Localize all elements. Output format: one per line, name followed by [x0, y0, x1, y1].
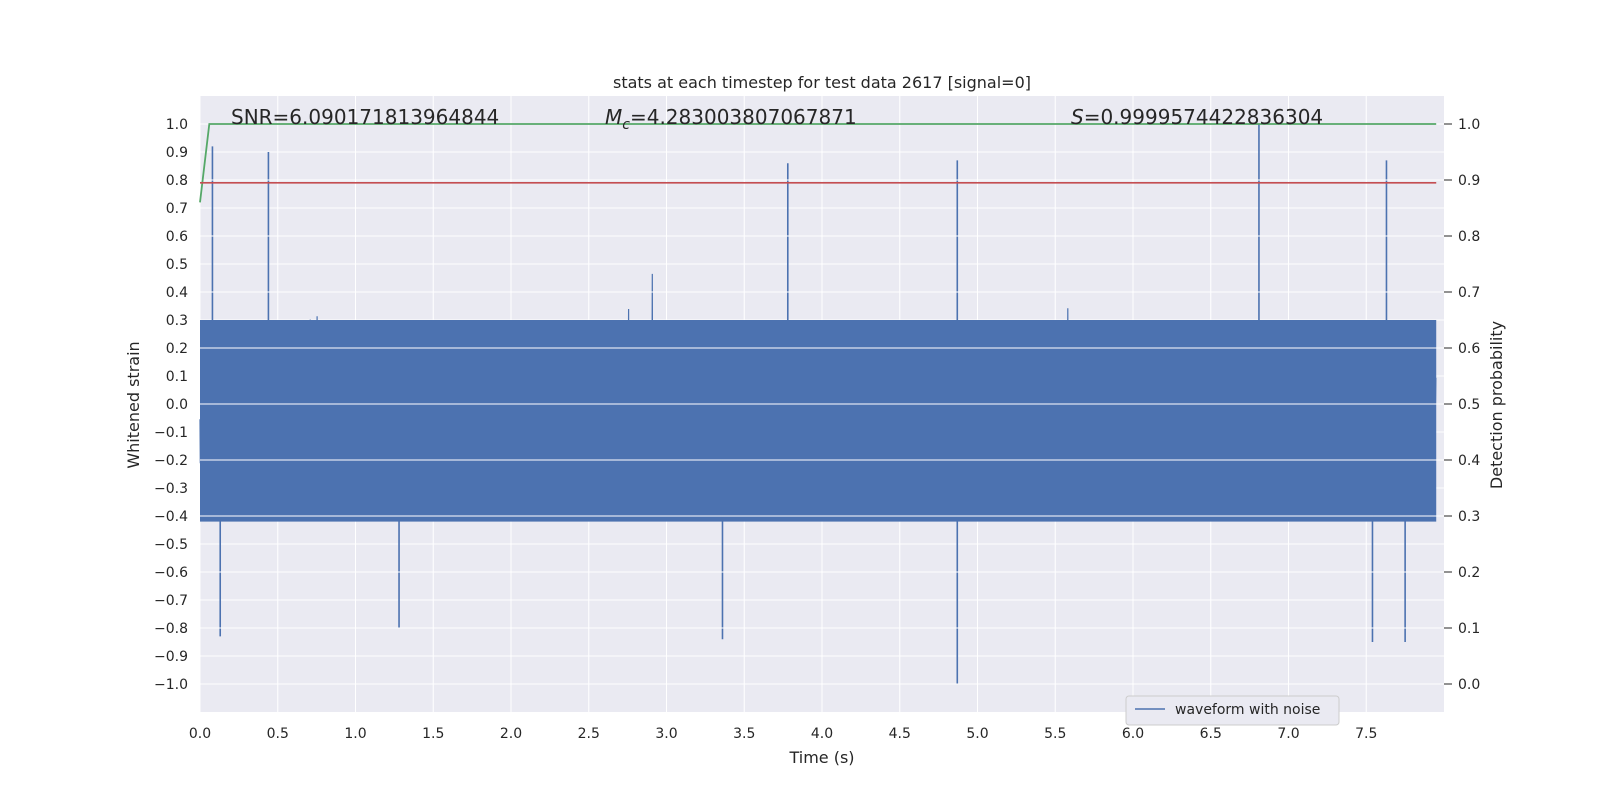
y-tick-label-left: 0.4 [166, 285, 188, 301]
y-tick-label-left: −0.4 [154, 509, 188, 525]
x-tick-label: 0.0 [189, 726, 211, 742]
x-tick-label: 4.5 [889, 726, 911, 742]
x-tick-label: 5.0 [966, 726, 988, 742]
y-tick-label-right: 0.7 [1458, 285, 1480, 301]
x-tick-label: 0.5 [267, 726, 289, 742]
x-tick-label: 2.5 [578, 726, 600, 742]
x-tick-label: 5.5 [1044, 726, 1066, 742]
x-tick-label: 4.0 [811, 726, 833, 742]
x-tick-label: 6.0 [1122, 726, 1144, 742]
x-tick-label: 3.5 [733, 726, 755, 742]
y-tick-label-left: −0.5 [154, 537, 188, 553]
y-tick-label-left: −1.0 [154, 677, 188, 693]
y-tick-label-left: 0.9 [166, 145, 188, 161]
y-tick-label-left: −0.1 [154, 425, 188, 441]
y-tick-label-right: 0.6 [1458, 341, 1480, 357]
y-tick-label-left: −0.8 [154, 621, 188, 637]
waveform-series [199, 124, 1437, 684]
probability-series [199, 123, 1437, 203]
y-tick-label-left: 0.6 [166, 229, 188, 245]
y-tick-label-right: 0.0 [1458, 677, 1480, 693]
y-tick-label-right: 0.4 [1458, 453, 1480, 469]
y-tick-label-left: −0.7 [154, 593, 188, 609]
mc-value: =4.283003807067871 [630, 105, 857, 129]
y-tick-label-right: 0.3 [1458, 509, 1480, 525]
detection-probability-line [199, 123, 1437, 203]
right-axis-grid [200, 123, 1444, 685]
x-tick-label: 3.0 [655, 726, 677, 742]
x-tick-label: 2.0 [500, 726, 522, 742]
x-tick-label: 1.0 [344, 726, 366, 742]
x-tick-label: 6.5 [1200, 726, 1222, 742]
y-tick-label-left: 0.7 [166, 201, 188, 217]
legend-label: waveform with noise [1175, 702, 1320, 718]
x-tick-label: 7.0 [1277, 726, 1299, 742]
chart-title: stats at each timestep for test data 261… [613, 73, 1031, 92]
s-value: =0.9999574422836304 [1084, 105, 1323, 129]
y-tick-label-left: 0.0 [166, 397, 188, 413]
mc-subscript: c [622, 117, 630, 133]
y-tick-label-left: −0.2 [154, 453, 188, 469]
x-axis-label: Time (s) [788, 748, 854, 767]
y-axis-label-left: Whitened strain [124, 341, 143, 468]
s-symbol: S [1071, 105, 1084, 129]
mc-annotation: Mc=4.283003807067871 [605, 105, 857, 133]
y-tick-label-left: 0.3 [166, 313, 188, 329]
y-tick-label-left: −0.6 [154, 565, 188, 581]
y-tick-label-left: 0.2 [166, 341, 188, 357]
y-axis-label-right: Detection probability [1487, 321, 1506, 489]
x-tick-label: 7.5 [1355, 726, 1377, 742]
y-tick-label-right: 0.9 [1458, 173, 1480, 189]
legend: waveform with noise [1125, 695, 1340, 726]
x-tick-label: 1.5 [422, 726, 444, 742]
y-tick-label-right: 1.0 [1458, 117, 1480, 133]
y-tick-label-left: 1.0 [166, 117, 188, 133]
y-tick-label-right: 0.5 [1458, 397, 1480, 413]
legend-box [1125, 695, 1340, 726]
tick-labels: 0.0 0.5 1.0 1.5 2.0 2.5 3.0 3.5 4.0 4.5 5.0 5.5 6.0 6… [154, 117, 1480, 742]
y-tick-label-left: 0.5 [166, 257, 188, 273]
y-tick-label-left: 0.8 [166, 173, 188, 189]
y-tick-label-left: 0.1 [166, 369, 188, 385]
mc-symbol: M [605, 105, 622, 129]
y-tick-label-right: 0.8 [1458, 229, 1480, 245]
y-tick-label-right: 0.1 [1458, 621, 1480, 637]
waveform-core [200, 320, 1437, 522]
s-annotation: S=0.9999574422836304 [1071, 105, 1323, 129]
y-tick-label-right: 0.2 [1458, 565, 1480, 581]
y-tick-label-left: −0.9 [154, 649, 188, 665]
snr-annotation: SNR=6.090171813964844 [231, 105, 499, 129]
y-tick-label-left: −0.3 [154, 481, 188, 497]
